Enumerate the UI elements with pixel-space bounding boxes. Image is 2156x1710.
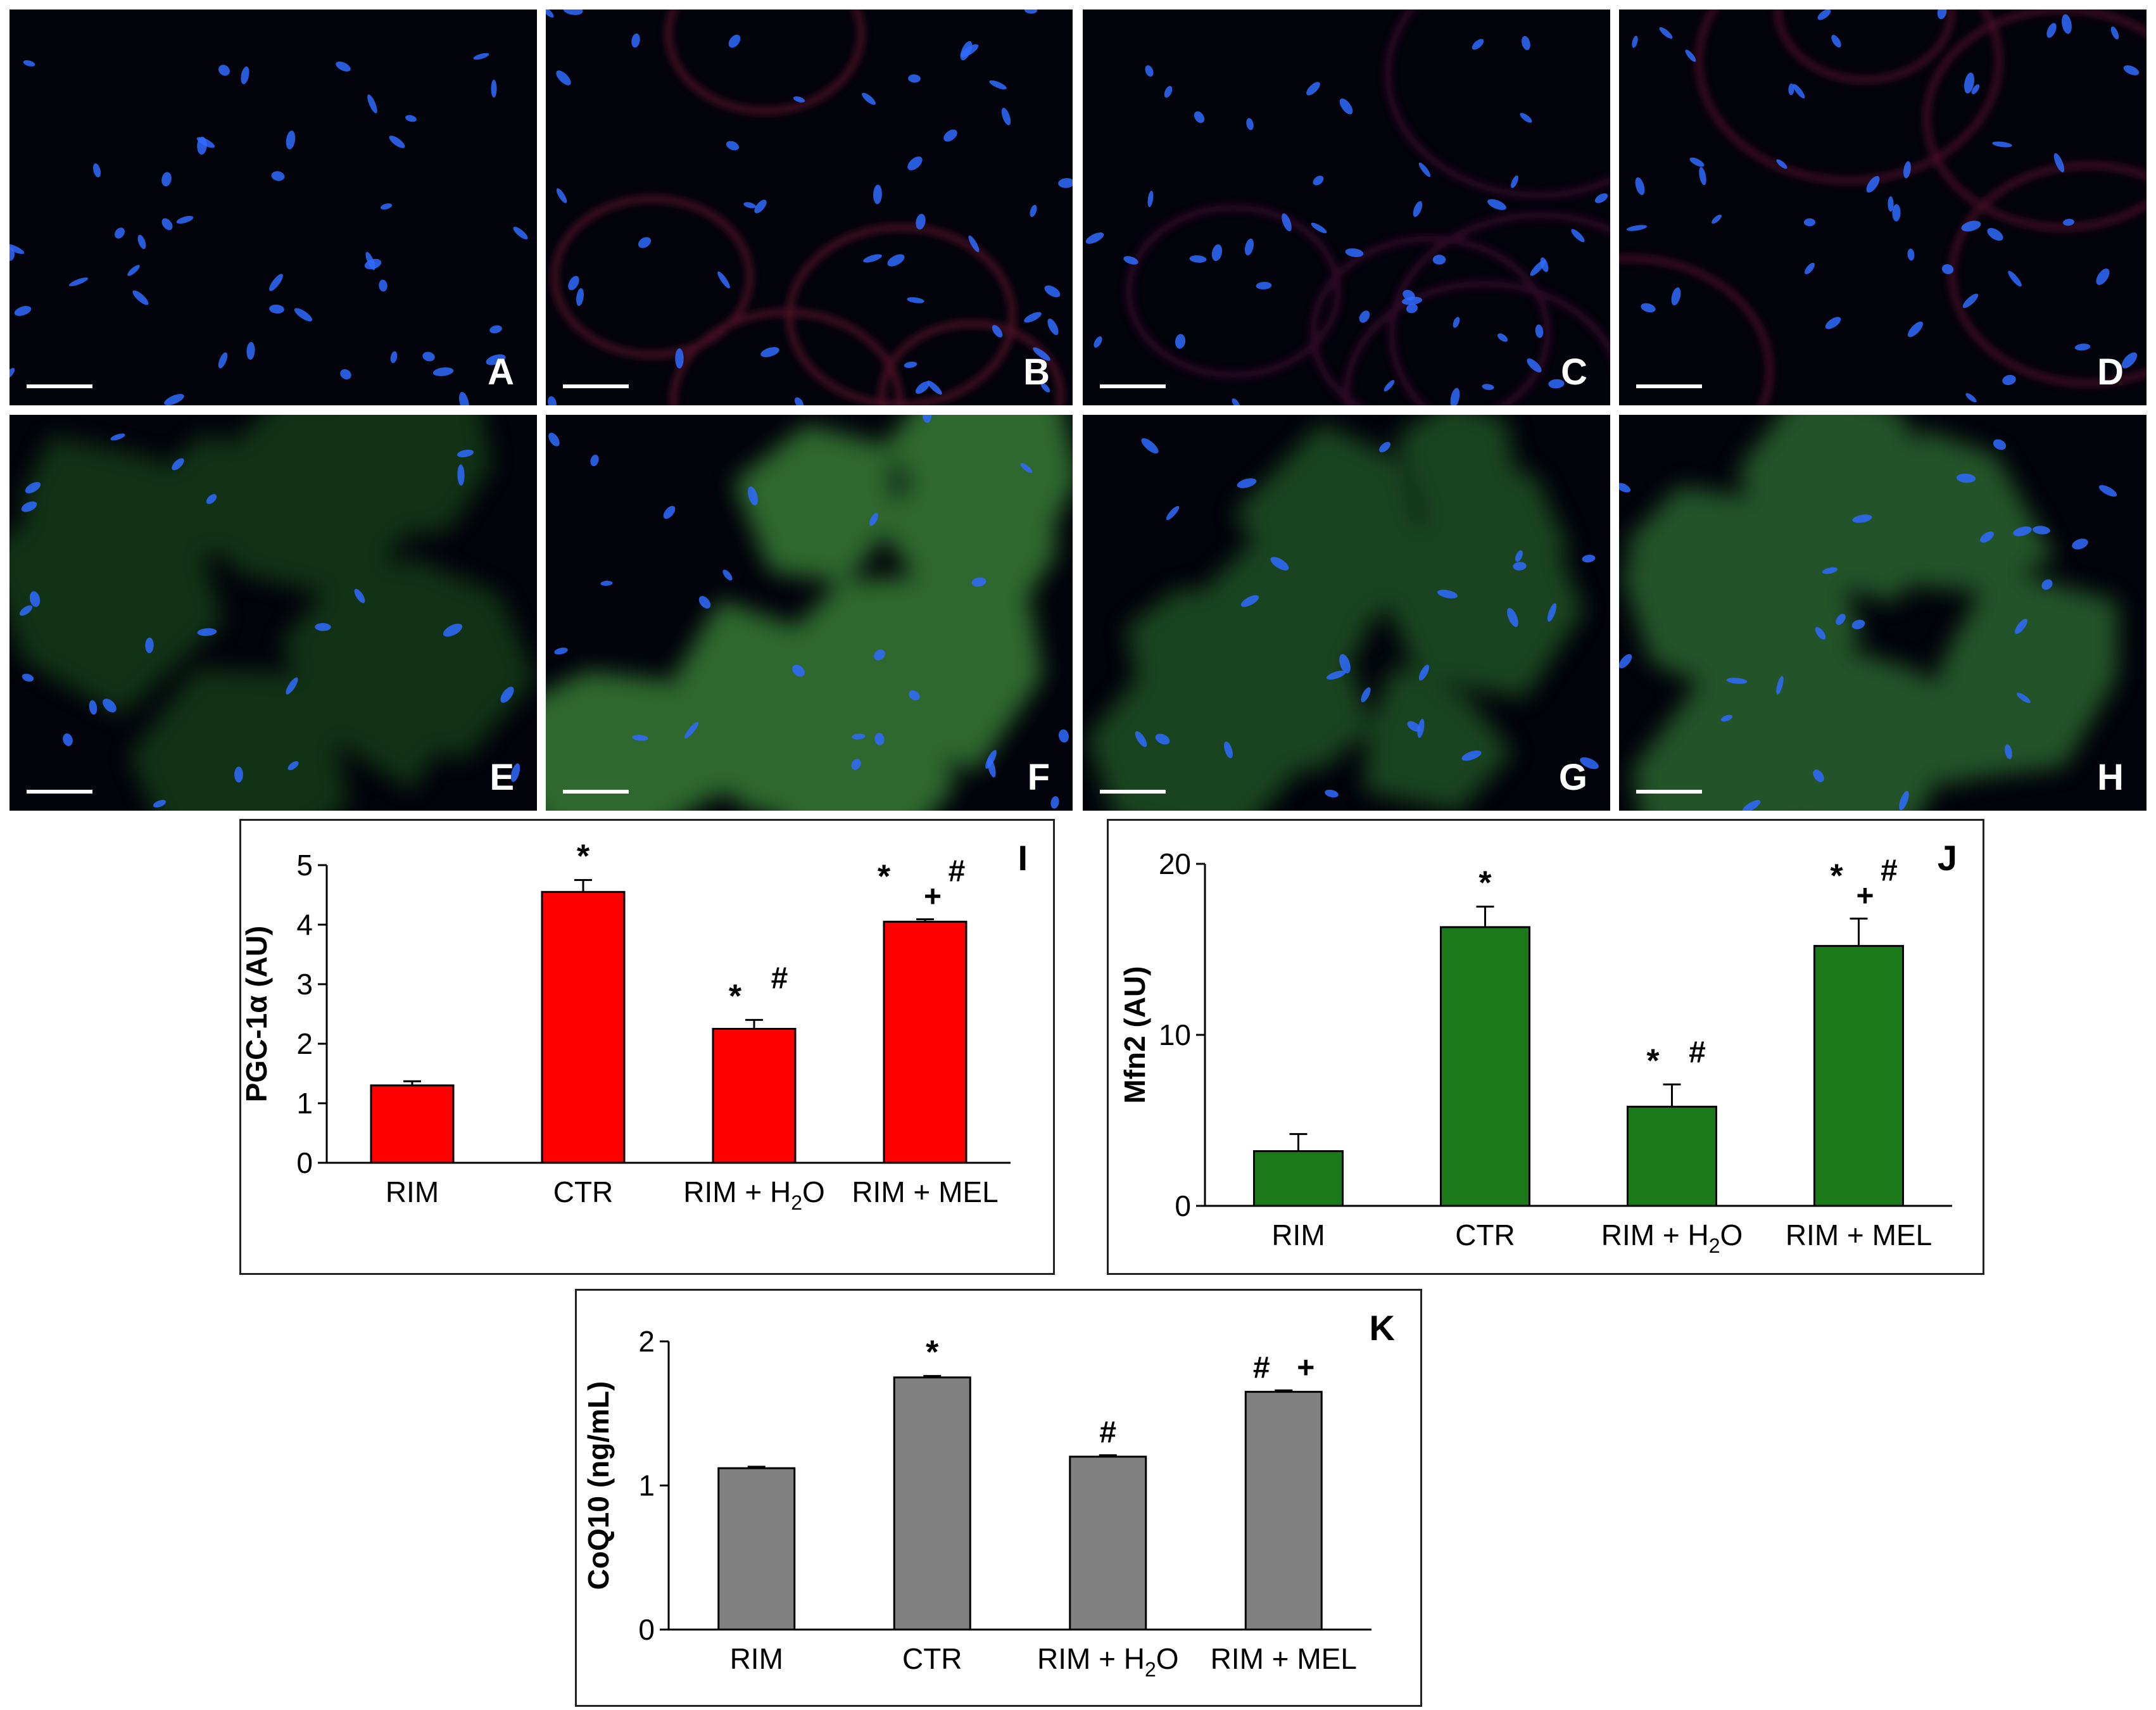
significance-mark: +	[1297, 1351, 1314, 1384]
bar	[1244, 1391, 1323, 1631]
x-tick-label: RIM + MEL	[852, 1175, 998, 1208]
x-tick-label: RIM	[1271, 1219, 1325, 1251]
y-tick-label: 10	[1159, 1018, 1191, 1051]
panel-letter: A	[488, 352, 514, 393]
micrograph-panel: F	[546, 415, 1073, 811]
y-axis-label: CoQ10 (ng/mL)	[582, 1381, 615, 1590]
micrograph-panel: E	[9, 415, 537, 811]
bar	[717, 1467, 796, 1631]
micrograph-image	[546, 10, 1073, 405]
x-tick-label: RIM + H2O	[1037, 1642, 1179, 1681]
y-tick-label: 4	[296, 908, 313, 941]
x-tick-label: RIM	[386, 1175, 439, 1208]
micrograph-image	[1619, 10, 2147, 405]
bar	[370, 1084, 455, 1164]
scale-bar	[27, 790, 92, 794]
micrograph-panel: C	[1083, 10, 1610, 405]
chart-svg: 0 1 2 3 4 5 PGC-1α (AU) I RIM CTR RIM + H2O RIM + M…	[241, 838, 1028, 1214]
micrograph-image	[1619, 415, 2118, 811]
micrograph-image	[1087, 415, 1599, 811]
significance-mark: *	[878, 859, 891, 896]
panel-letter: B	[1023, 352, 1050, 393]
panel-letter: K	[1370, 1308, 1395, 1348]
scale-bar	[563, 790, 629, 794]
scale-bar	[1636, 384, 1702, 388]
scale-bar	[27, 384, 92, 388]
significance-mark: #	[949, 855, 966, 889]
bar	[1253, 1150, 1344, 1207]
y-tick-label: 1	[638, 1469, 655, 1502]
chart-svg: 0 10 20 Mfn2 (AU) J RIM CTR RIM + H2O RIM + MEL *…	[1118, 838, 1957, 1257]
bar	[1440, 926, 1530, 1207]
significance-mark: +	[924, 880, 942, 914]
bar	[1813, 945, 1904, 1207]
significance-mark: #	[1253, 1351, 1270, 1384]
x-tick-label: RIM	[730, 1642, 783, 1675]
panel-letter: H	[2097, 757, 2124, 798]
significance-mark: *	[926, 1334, 939, 1371]
panel-letter: D	[2097, 352, 2124, 393]
micrograph-image	[9, 53, 528, 405]
significance-mark: *	[577, 839, 590, 875]
significance-mark: *	[729, 978, 742, 1015]
y-tick-label: 2	[296, 1027, 313, 1060]
bar	[1069, 1455, 1147, 1631]
micrograph-panel: G	[1083, 415, 1610, 811]
panel-letter: F	[1027, 757, 1050, 798]
x-tick-label: RIM + H2O	[683, 1175, 825, 1214]
x-tick-label: RIM + H2O	[1601, 1219, 1743, 1257]
panel-letter: I	[1018, 838, 1028, 878]
panel-letter: G	[1558, 757, 1587, 798]
panel-letter: E	[489, 757, 514, 798]
scale-bar	[1100, 384, 1166, 388]
scale-bar	[1636, 790, 1702, 794]
bar-chart-k: 0 1 2 CoQ10 (ng/mL) K RIM CTR RIM + H2O RIM + ME…	[575, 1289, 1422, 1707]
bar-chart-i: 0 1 2 3 4 5 PGC-1α (AU) I RIM CTR RIM + H2O RIM + M…	[239, 819, 1055, 1275]
micrograph-image	[1085, 10, 1610, 405]
y-tick-label: 1	[296, 1087, 313, 1120]
micrograph-image	[9, 415, 536, 811]
micrograph-panel: A	[9, 10, 537, 405]
x-tick-label: CTR	[902, 1642, 962, 1675]
y-tick-label: 0	[638, 1613, 655, 1646]
x-tick-label: CTR	[1455, 1219, 1515, 1251]
x-tick-label: CTR	[553, 1175, 614, 1208]
micrograph-panel: D	[1619, 10, 2147, 405]
micrograph-panel: H	[1619, 415, 2147, 811]
bar	[1627, 1105, 1717, 1207]
significance-mark: #	[1689, 1036, 1706, 1069]
x-tick-label: RIM + MEL	[1786, 1219, 1932, 1251]
y-tick-label: 5	[296, 849, 313, 882]
y-axis-label: PGC-1α (AU)	[241, 926, 273, 1103]
significance-mark: *	[1646, 1042, 1660, 1079]
panel-letter: J	[1938, 838, 1957, 878]
y-tick-label: 0	[296, 1146, 313, 1179]
micrograph-panel: B	[546, 10, 1073, 405]
bar	[712, 1028, 797, 1164]
y-axis-label: Mfn2 (AU)	[1118, 966, 1151, 1103]
y-tick-label: 0	[1175, 1189, 1191, 1222]
bar	[893, 1376, 971, 1631]
x-tick-label: RIM + MEL	[1211, 1642, 1357, 1675]
significance-mark: #	[1099, 1416, 1116, 1450]
scale-bar	[563, 384, 629, 388]
bar-chart-j: 0 10 20 Mfn2 (AU) J RIM CTR RIM + H2O RIM + MEL *…	[1107, 819, 1984, 1275]
scale-bar	[1100, 790, 1166, 794]
panel-letter: C	[1561, 352, 1587, 393]
significance-mark: *	[1830, 858, 1843, 894]
significance-mark: +	[1856, 879, 1874, 913]
y-tick-label: 2	[638, 1325, 655, 1358]
significance-mark: *	[1478, 865, 1492, 902]
micrograph-image	[546, 415, 1073, 811]
significance-mark: #	[1881, 854, 1898, 887]
bar	[883, 920, 968, 1164]
y-tick-label: 20	[1159, 847, 1191, 880]
bar	[541, 890, 626, 1164]
y-tick-label: 3	[296, 968, 313, 1001]
chart-svg: 0 1 2 CoQ10 (ng/mL) K RIM CTR RIM + H2O RIM + ME…	[582, 1308, 1395, 1681]
significance-mark: #	[771, 961, 788, 995]
